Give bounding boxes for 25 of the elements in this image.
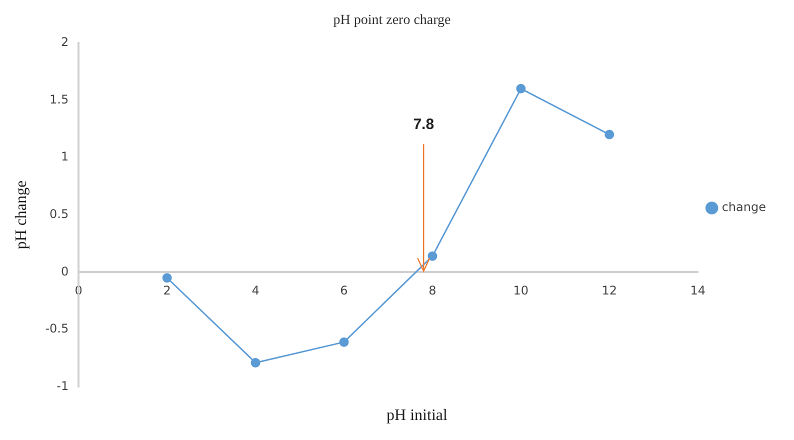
x-axis-title: pH initial	[386, 406, 448, 426]
y-tick-label: 2	[60, 34, 69, 49]
x-tick-label: 6	[340, 283, 348, 298]
x-tick-label: 10	[513, 283, 529, 298]
x-tick-label: 8	[428, 283, 436, 298]
chart-title: pH point zero charge	[333, 13, 451, 28]
point	[339, 337, 349, 347]
y-tick-label: 1	[60, 150, 69, 164]
x-tick-label: 14	[690, 283, 706, 298]
legend-label: change	[722, 200, 766, 214]
point	[250, 358, 260, 368]
y-tick-label: 0.5	[50, 206, 69, 221]
point	[516, 84, 526, 94]
annotation: 7.8	[413, 116, 434, 133]
x-tick-label: 12	[602, 283, 618, 298]
x-tick-label: 4	[252, 283, 260, 298]
y-tick-label: -0.5	[45, 322, 69, 336]
y-tick-label: 1.5	[50, 92, 69, 106]
x-tick-label: 2	[163, 283, 171, 298]
y-tick-label: -1	[56, 378, 69, 393]
point	[604, 130, 614, 140]
point	[428, 251, 438, 261]
y-tick-label: 0	[60, 264, 69, 278]
point	[162, 273, 172, 283]
y-axis-title: pH change	[12, 180, 30, 250]
